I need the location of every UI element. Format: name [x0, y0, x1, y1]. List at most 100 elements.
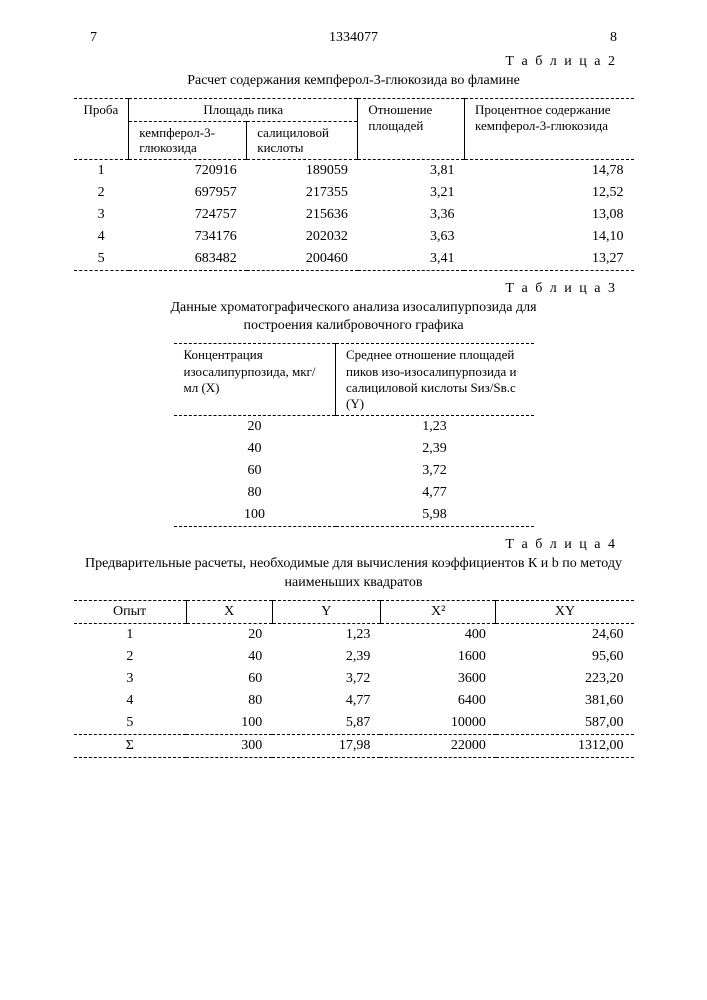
- cell: 5: [74, 248, 129, 271]
- cell: 4,77: [336, 482, 534, 504]
- cell: 2,39: [272, 646, 380, 668]
- cell: 3600: [380, 668, 496, 690]
- cell: 100: [174, 504, 336, 527]
- table-row: 17209161890593,8114,78: [74, 159, 634, 182]
- cell: 24,60: [496, 623, 634, 646]
- cell: 720916: [129, 159, 247, 182]
- cell: 223,20: [496, 668, 634, 690]
- table-row: 37247572156363,3613,08: [74, 204, 634, 226]
- cell: 4: [74, 690, 187, 712]
- table-row: 1005,98: [174, 504, 534, 527]
- page-num-right: 8: [610, 30, 617, 46]
- table2-label: Т а б л и ц а 2: [50, 54, 617, 70]
- t2-h-percent: Процентное содержание кемпферол-3-глюкоз…: [464, 99, 633, 160]
- t4-h-x2: X²: [380, 600, 496, 623]
- cell: 4: [74, 226, 129, 248]
- page-num-left: 7: [90, 30, 97, 46]
- table2-title: Расчет содержания кемпферол-3-глюкозида …: [70, 72, 637, 90]
- cell: 20: [174, 416, 336, 439]
- cell: 14,10: [464, 226, 633, 248]
- cell: 13,08: [464, 204, 633, 226]
- cell: 215636: [247, 204, 358, 226]
- cell: 189059: [247, 159, 358, 182]
- cell: 22000: [380, 734, 496, 757]
- cell: 13,27: [464, 248, 633, 271]
- cell: 5: [74, 712, 187, 735]
- cell: 200460: [247, 248, 358, 271]
- cell: 202032: [247, 226, 358, 248]
- table4: Опыт X Y X² XY 1201,2340024,602402,39160…: [74, 600, 634, 758]
- cell: 3: [74, 668, 187, 690]
- t2-h-sal: салициловой кислоты: [247, 121, 358, 159]
- cell: 300: [186, 734, 272, 757]
- t4-h-x: X: [186, 600, 272, 623]
- cell: 683482: [129, 248, 247, 271]
- table3-title: Данные хроматографического анализа изоса…: [164, 299, 544, 335]
- t4-h-y: Y: [272, 600, 380, 623]
- cell: 3,63: [358, 226, 465, 248]
- cell: 1: [74, 623, 187, 646]
- cell: 2,39: [336, 438, 534, 460]
- cell: 3,72: [336, 460, 534, 482]
- cell: 5,98: [336, 504, 534, 527]
- table-row: 3603,723600223,20: [74, 668, 634, 690]
- t3-h-x: Концентрация изосалипурпозида, мкг/мл (X…: [174, 344, 336, 416]
- table-row: 4804,776400381,60: [74, 690, 634, 712]
- t4-h-xy: XY: [496, 600, 634, 623]
- table2: Проба Площадь пика Отношение площадей Пр…: [74, 98, 634, 271]
- cell: 1600: [380, 646, 496, 668]
- cell: 1312,00: [496, 734, 634, 757]
- cell: 6400: [380, 690, 496, 712]
- t4-h-n: Опыт: [74, 600, 187, 623]
- cell: 217355: [247, 182, 358, 204]
- table-row: 603,72: [174, 460, 534, 482]
- cell: 1,23: [272, 623, 380, 646]
- t2-h-proba: Проба: [74, 99, 129, 160]
- table4-title: Предварительные расчеты, необходимые для…: [70, 555, 637, 591]
- t2-h-ratio: Отношение площадей: [358, 99, 465, 160]
- cell: 2: [74, 182, 129, 204]
- cell: 4,77: [272, 690, 380, 712]
- cell: 5,87: [272, 712, 380, 735]
- cell: 3,81: [358, 159, 465, 182]
- cell: 734176: [129, 226, 247, 248]
- cell: 40: [186, 646, 272, 668]
- table-row: 47341762020323,6314,10: [74, 226, 634, 248]
- t3-h-y: Среднее отношение площадей пиков изо-изо…: [336, 344, 534, 416]
- cell: 2: [74, 646, 187, 668]
- cell: 20: [186, 623, 272, 646]
- table-row: 51005,8710000587,00: [74, 712, 634, 735]
- cell: 80: [186, 690, 272, 712]
- page-header: 7 1334077 8: [50, 30, 657, 46]
- cell: 3,41: [358, 248, 465, 271]
- cell: 40: [174, 438, 336, 460]
- cell: 95,60: [496, 646, 634, 668]
- cell: 60: [186, 668, 272, 690]
- cell: 10000: [380, 712, 496, 735]
- doc-number: 1334077: [329, 30, 378, 46]
- cell: 1,23: [336, 416, 534, 439]
- cell: 80: [174, 482, 336, 504]
- cell: 60: [174, 460, 336, 482]
- cell: 12,52: [464, 182, 633, 204]
- cell: 3,72: [272, 668, 380, 690]
- table3: Концентрация изосалипурпозида, мкг/мл (X…: [174, 343, 534, 527]
- cell: Σ: [74, 734, 187, 757]
- table-row: 402,39: [174, 438, 534, 460]
- table-row: 2402,39160095,60: [74, 646, 634, 668]
- table4-label: Т а б л и ц а 4: [50, 537, 617, 553]
- cell: 100: [186, 712, 272, 735]
- cell: 1: [74, 159, 129, 182]
- cell: 381,60: [496, 690, 634, 712]
- table-row: 56834822004603,4113,27: [74, 248, 634, 271]
- table-row: 804,77: [174, 482, 534, 504]
- table3-label: Т а б л и ц а 3: [50, 281, 617, 297]
- cell: 3: [74, 204, 129, 226]
- cell: 3,21: [358, 182, 465, 204]
- cell: 3,36: [358, 204, 465, 226]
- cell: 14,78: [464, 159, 633, 182]
- cell: 17,98: [272, 734, 380, 757]
- t2-h-kemp: кемпферол-3-глюкозида: [129, 121, 247, 159]
- table-row: Σ30017,98220001312,00: [74, 734, 634, 757]
- cell: 697957: [129, 182, 247, 204]
